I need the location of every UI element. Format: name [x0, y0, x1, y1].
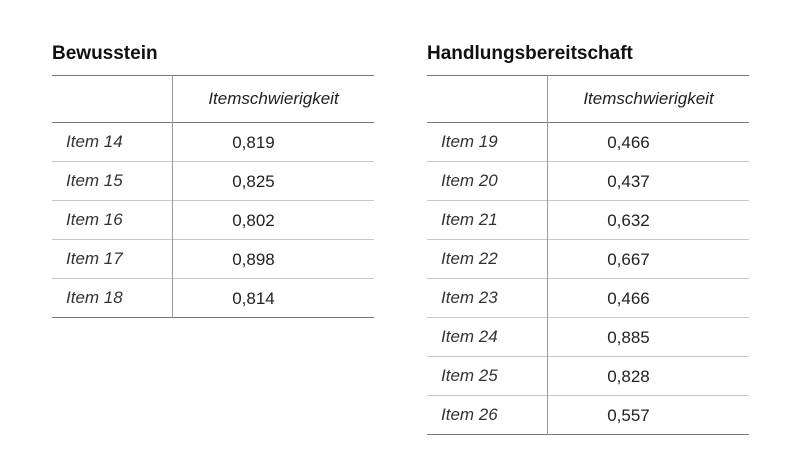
table-row: Item 15 0,825 — [52, 161, 374, 201]
header-item — [52, 75, 173, 123]
row-value: 0,814 — [232, 289, 275, 308]
data-table: Itemschwierigkeit Item 14 0,819 Item 15 … — [52, 75, 374, 318]
table-row: Item 14 0,819 — [52, 122, 374, 162]
table-row: Item 24 0,885 — [427, 317, 749, 357]
table-row: Item 18 0,814 — [52, 278, 374, 318]
row-item: Item 15 — [52, 161, 173, 201]
row-value: 0,885 — [607, 328, 650, 347]
row-value: 0,437 — [607, 172, 650, 191]
row-value: 0,819 — [232, 133, 275, 152]
table-row: Item 22 0,667 — [427, 239, 749, 279]
row-value: 0,667 — [607, 250, 650, 269]
table-row: Item 17 0,898 — [52, 239, 374, 279]
header-value: Itemschwierigkeit — [583, 89, 714, 108]
table-row: Item 23 0,466 — [427, 278, 749, 318]
row-item: Item 22 — [427, 239, 548, 279]
row-value: 0,825 — [232, 172, 275, 191]
table-row: Item 26 0,557 — [427, 395, 749, 435]
row-item: Item 20 — [427, 161, 548, 201]
row-value: 0,466 — [607, 133, 650, 152]
header-item — [427, 75, 548, 123]
table-row: Item 19 0,466 — [427, 122, 749, 162]
table-block-bewusstein: Bewusstein Itemschwierigkeit Item 14 0,8… — [52, 44, 374, 318]
row-item: Item 14 — [52, 122, 173, 162]
row-item: Item 23 — [427, 278, 548, 318]
row-value: 0,802 — [232, 211, 275, 230]
row-value: 0,466 — [607, 289, 650, 308]
table-block-handlungsbereitschaft: Handlungsbereitschaft Itemschwierigkeit … — [427, 44, 749, 435]
table-row: Item 16 0,802 — [52, 200, 374, 240]
table-header-row: Itemschwierigkeit — [427, 75, 749, 123]
table-title: Bewusstein — [52, 43, 158, 64]
row-item: Item 18 — [52, 278, 173, 318]
row-item: Item 19 — [427, 122, 548, 162]
row-item: Item 16 — [52, 200, 173, 240]
header-value: Itemschwierigkeit — [208, 89, 339, 108]
data-table: Itemschwierigkeit Item 19 0,466 Item 20 … — [427, 75, 749, 435]
row-item: Item 24 — [427, 317, 548, 357]
row-item: Item 21 — [427, 200, 548, 240]
table-title: Handlungsbereitschaft — [427, 43, 633, 64]
row-item: Item 17 — [52, 239, 173, 279]
table-row: Item 25 0,828 — [427, 356, 749, 396]
row-value: 0,898 — [232, 250, 275, 269]
table-row: Item 20 0,437 — [427, 161, 749, 201]
row-value: 0,632 — [607, 211, 650, 230]
row-value: 0,828 — [607, 367, 650, 386]
table-header-row: Itemschwierigkeit — [52, 75, 374, 123]
row-value: 0,557 — [607, 406, 650, 425]
table-row: Item 21 0,632 — [427, 200, 749, 240]
row-item: Item 25 — [427, 356, 548, 396]
row-item: Item 26 — [427, 395, 548, 435]
